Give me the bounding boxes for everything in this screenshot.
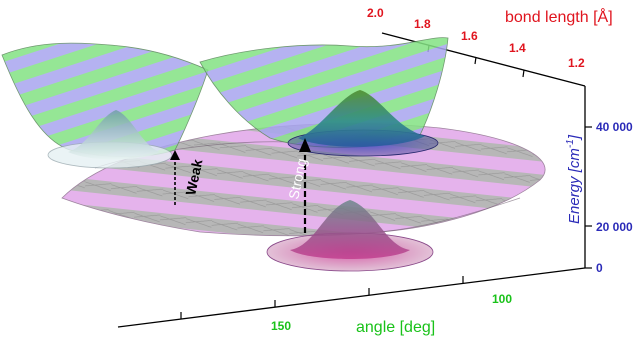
strong-transition-arrow xyxy=(299,138,311,233)
energy-tick-label: 40 000 xyxy=(596,120,633,134)
excited-state-wavepacket-weak xyxy=(47,110,173,169)
angle-tick-label: 100 xyxy=(492,292,512,306)
ground-state-wavepacket xyxy=(266,200,434,272)
angle-axis-title: angle [deg] xyxy=(356,319,435,336)
bond-tick-label: 1.6 xyxy=(461,29,478,43)
energy-tick-label: 0 xyxy=(596,261,603,275)
energy-tick-label: 20 000 xyxy=(596,220,633,234)
energy-axis-title: Energy [cm-1] xyxy=(565,134,583,224)
weak-label: Weak xyxy=(182,158,205,197)
strong-wavepacket-peak xyxy=(298,90,425,147)
weak-wavepacket-peak xyxy=(68,110,160,160)
excited-state-wavepacket-strong xyxy=(287,90,439,157)
bond-tick-label: 2.0 xyxy=(367,6,384,20)
bond-tick-label: 1.4 xyxy=(509,41,526,55)
bond-tick-label: 1.2 xyxy=(568,56,585,70)
angle-tick-label: 150 xyxy=(271,319,291,333)
ground-wavepacket-peak xyxy=(290,200,410,259)
bond-tick-label: 1.8 xyxy=(414,17,431,31)
bond-length-axis-title: bond length [Å] xyxy=(505,7,613,26)
angle-axis-line xyxy=(117,267,586,328)
weak-transition-arrow xyxy=(170,150,180,205)
